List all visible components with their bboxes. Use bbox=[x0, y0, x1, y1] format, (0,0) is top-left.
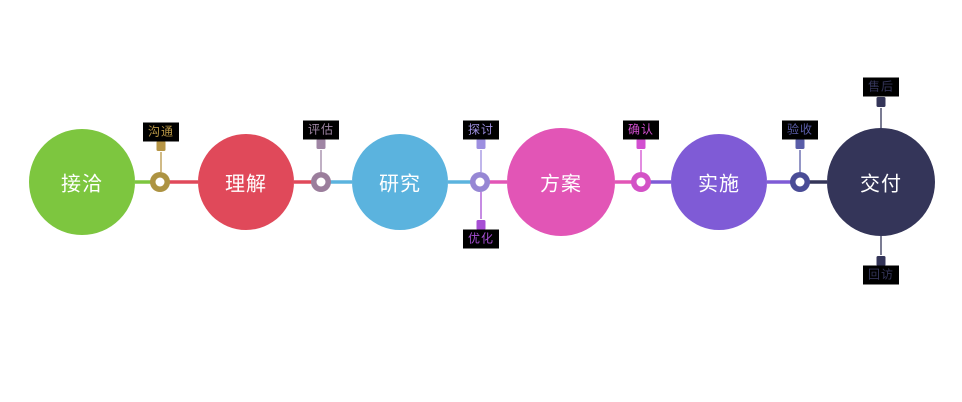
tag-huifang-stub bbox=[876, 256, 886, 266]
connector-node-hole-4 bbox=[636, 177, 646, 187]
tag-shouhou-stub bbox=[876, 97, 886, 107]
connector-node-hole-2 bbox=[316, 177, 326, 187]
tag-queren[interactable]: 确认 bbox=[622, 120, 660, 140]
tag-tantao-stub bbox=[476, 139, 486, 149]
tag-huifang[interactable]: 回访 bbox=[862, 265, 900, 285]
tag-goutong-stub bbox=[156, 141, 166, 151]
tag-queren-stub bbox=[636, 139, 646, 149]
tag-pinggu-stub bbox=[316, 139, 326, 149]
stage-2-circle[interactable] bbox=[198, 134, 294, 230]
tag-youhua[interactable]: 优化 bbox=[462, 229, 500, 249]
stage-6-circle[interactable] bbox=[827, 128, 935, 236]
stage-4-circle[interactable] bbox=[507, 128, 615, 236]
tag-shouhou[interactable]: 售后 bbox=[862, 77, 900, 97]
stage-5-circle[interactable] bbox=[671, 134, 767, 230]
tag-goutong[interactable]: 沟通 bbox=[142, 122, 180, 142]
connector-node-hole-5 bbox=[795, 177, 805, 187]
tag-tantao[interactable]: 探讨 bbox=[462, 120, 500, 140]
stage-3-circle[interactable] bbox=[352, 134, 448, 230]
tag-pinggu[interactable]: 评估 bbox=[302, 120, 340, 140]
stage-1-circle[interactable] bbox=[29, 129, 135, 235]
connector-node-hole-1 bbox=[155, 177, 165, 187]
tag-youhua-stub bbox=[476, 220, 486, 230]
tag-yanshou-stub bbox=[795, 139, 805, 149]
connector-node-hole-3 bbox=[475, 177, 485, 187]
tag-yanshou[interactable]: 验收 bbox=[781, 120, 819, 140]
